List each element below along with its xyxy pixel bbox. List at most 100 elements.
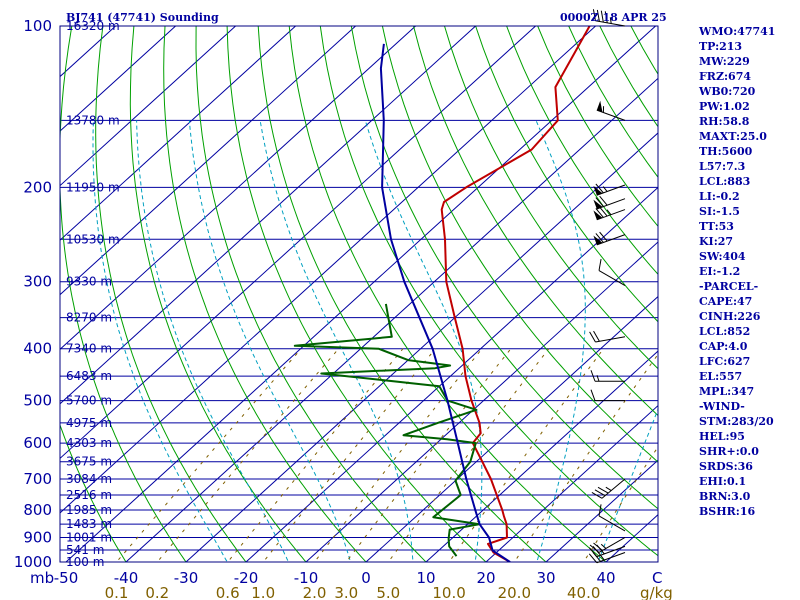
wind-barb-pennant xyxy=(593,210,603,220)
pressure-tick-label: 200 xyxy=(23,178,52,196)
wind-barb-half-flag xyxy=(600,554,605,561)
index-line: BRN:3.0 xyxy=(699,490,751,503)
dry-adiabat-line xyxy=(444,26,658,370)
index-line: WB0:720 xyxy=(698,85,756,98)
dry-adiabat-line xyxy=(786,26,800,573)
height-label: 11950 m xyxy=(66,180,120,194)
pressure-tick-label: 300 xyxy=(23,273,52,291)
mixing-ratio-label: 5.0 xyxy=(376,584,400,600)
dry-adiabat-line xyxy=(350,26,658,510)
wind-barb-staff xyxy=(596,234,626,246)
dry-adiabat-line xyxy=(381,26,658,463)
wind-barb-staff xyxy=(596,545,626,558)
pressure-unit-label: mb xyxy=(30,569,54,587)
pressure-tick-label: 700 xyxy=(23,470,52,488)
index-line: TP:213 xyxy=(699,40,742,53)
wind-barb xyxy=(598,504,626,532)
wind-barb xyxy=(593,195,626,210)
wind-barb-flag xyxy=(599,231,608,242)
wind-barb xyxy=(591,478,626,499)
isotherm-line xyxy=(60,26,356,296)
mixing-ratio-line xyxy=(262,348,436,562)
isotherm-line xyxy=(185,132,658,562)
dry-adiabat-line xyxy=(506,26,658,276)
dry-adiabat-line xyxy=(413,26,658,417)
temperature-profile-line xyxy=(440,26,591,562)
temperature-tick-label: -10 xyxy=(294,569,319,587)
index-line: CINH:226 xyxy=(699,310,761,323)
wind-barb-flag xyxy=(597,486,609,494)
wind-barb-flag xyxy=(604,11,608,23)
mixing-ratio-label: 2.0 xyxy=(303,584,327,600)
height-label: 100 m xyxy=(66,555,104,569)
wind-barb-half-flag xyxy=(596,375,600,382)
height-label: 10530 m xyxy=(66,232,120,246)
wind-barb-flag xyxy=(595,208,604,218)
index-line: -PARCEL- xyxy=(699,280,758,293)
wind-barb-flag xyxy=(599,195,608,206)
isotherm-line xyxy=(60,26,476,405)
isotherm-line xyxy=(60,26,236,187)
dry-adiabat-line xyxy=(319,26,658,557)
index-line: CAPE:47 xyxy=(699,295,752,308)
wind-barb xyxy=(590,389,625,402)
wind-barb xyxy=(589,330,626,343)
index-line: LFC:627 xyxy=(699,355,750,368)
wind-barb-pennant xyxy=(596,100,603,113)
wind-barb-flag xyxy=(589,331,596,343)
index-line: LCL:852 xyxy=(699,325,750,338)
isotherm-line xyxy=(485,404,658,562)
pressure-tick-label: 400 xyxy=(23,340,52,358)
wind-barb xyxy=(589,537,626,553)
height-label: 4303 m xyxy=(66,436,112,450)
pressure-tick-label: 600 xyxy=(23,434,52,452)
pressure-tick-label: 900 xyxy=(23,529,52,547)
isotherm-line xyxy=(125,77,658,562)
dry-adiabat-line xyxy=(60,26,187,562)
temperature-unit-label: C xyxy=(652,569,662,587)
pressure-tick-label: 500 xyxy=(23,392,52,410)
temperature-tick-label: -20 xyxy=(234,569,259,587)
isotherm-line xyxy=(60,26,416,350)
wind-barb-flag xyxy=(593,542,603,551)
dry-adiabat-line xyxy=(95,26,247,562)
dry-adiabat-line xyxy=(195,26,427,562)
wind-barb-staff xyxy=(596,198,626,210)
wind-barb-half-flag xyxy=(609,17,612,24)
dewpoint-profile-line xyxy=(293,303,481,557)
height-label: 1483 m xyxy=(66,517,112,531)
height-label: 4975 m xyxy=(66,416,112,430)
wind-barb-flag xyxy=(598,258,602,271)
mixing-ratio-line xyxy=(448,348,604,562)
moist-adiabat-line xyxy=(188,120,352,562)
mixing-ratio-label: 40.0 xyxy=(567,584,600,600)
wind-barb xyxy=(593,206,626,221)
plot-frame xyxy=(59,25,659,563)
wind-barb-flag xyxy=(588,553,598,564)
wind-barb xyxy=(590,370,625,382)
isotherm-line xyxy=(60,26,296,241)
wind-barb-flag xyxy=(600,10,604,23)
moist-adiabat-line xyxy=(364,120,483,562)
index-line: MPL:347 xyxy=(699,385,754,398)
index-line: L57:7.3 xyxy=(699,160,745,173)
index-line: CAP:4.0 xyxy=(699,340,748,353)
wind-barb-half-flag xyxy=(600,543,607,549)
height-label: 3084 m xyxy=(66,472,112,486)
wind-barb xyxy=(593,231,626,246)
pressure-tick-label: 1000 xyxy=(14,553,52,571)
wind-barb-staff xyxy=(601,478,626,499)
temperature-tick-label: -50 xyxy=(54,569,79,587)
wind-barb-staff xyxy=(598,537,626,553)
wind-barb-flag xyxy=(591,491,603,499)
wind-barb-flag xyxy=(599,206,608,217)
wind-barb-flag xyxy=(592,9,596,21)
height-label: 6483 m xyxy=(66,369,112,383)
mixing-ratio-line xyxy=(345,348,512,562)
index-line: EHI:0.1 xyxy=(699,475,746,488)
height-label: 3675 m xyxy=(66,455,112,469)
isotherm-line xyxy=(425,350,658,562)
index-line: TH:5600 xyxy=(699,145,753,158)
